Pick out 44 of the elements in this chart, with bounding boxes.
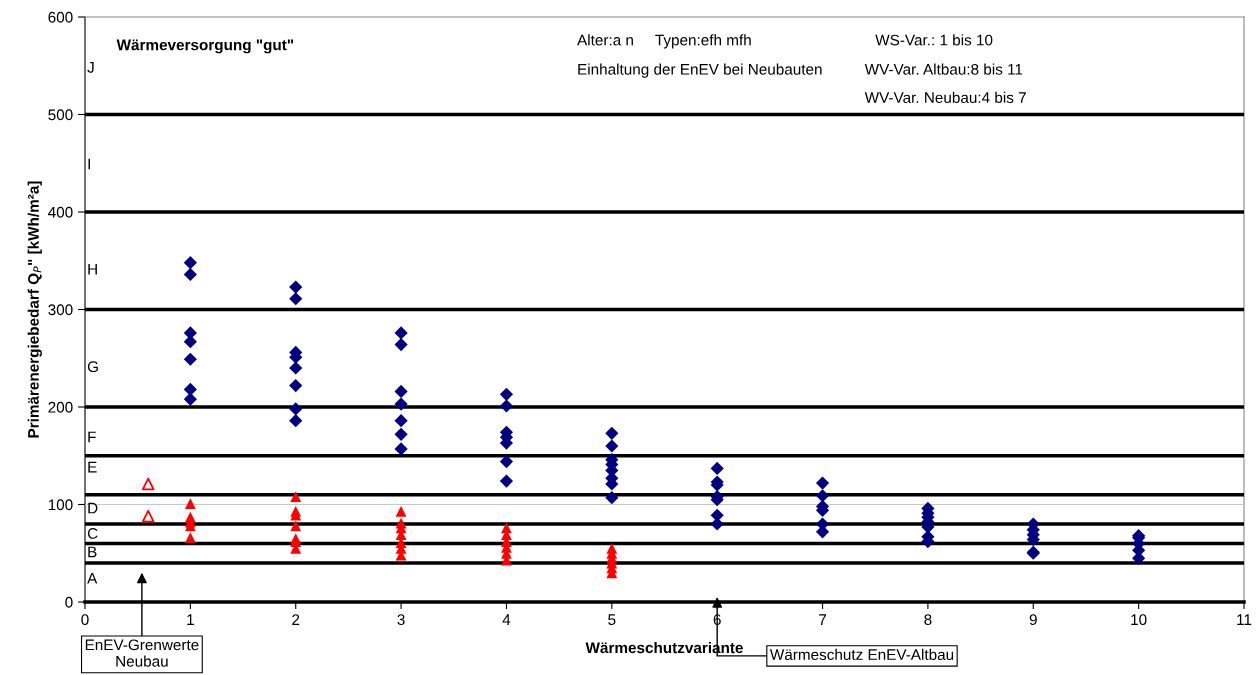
- x-tick-label: 7: [819, 614, 827, 625]
- text: EnEV-Grenwerte Neubau: [85, 639, 199, 667]
- annotation: A: [87, 573, 98, 584]
- point: [290, 520, 302, 532]
- x-tick-label: 4: [502, 614, 511, 625]
- point: [290, 491, 302, 503]
- annotation: H: [88, 263, 97, 275]
- y-tick-label: 300: [48, 304, 73, 316]
- y-tick-label: 0: [65, 596, 73, 608]
- x-tick-label: 3: [397, 614, 405, 626]
- y-tick-label: 600: [48, 11, 73, 23]
- x-tick-label: 0: [81, 614, 89, 626]
- y-tick-label: 100: [48, 499, 73, 511]
- point: [395, 505, 407, 517]
- point: [141, 509, 155, 523]
- annotation: G: [87, 361, 98, 373]
- y-axis-title: Primärenergiebedarf Q$_{P}$" [kWh/m²a]: [27, 181, 42, 438]
- annotation: WV-Var. Neubau:4 bis 7: [864, 91, 1026, 103]
- point: [184, 498, 196, 509]
- y-tick-label: 400: [48, 206, 73, 218]
- x-tick-label: 8: [924, 614, 932, 626]
- x-tick-label: 11: [1237, 614, 1252, 625]
- y-tick-label: 500: [48, 109, 73, 121]
- annotation: E: [88, 461, 97, 473]
- text: Wärmeschutz EnEV-Altbau: [769, 648, 954, 661]
- x-tick-label: 9: [1029, 614, 1037, 626]
- annotation: Einhaltung der EnEV bei Neubauten: [578, 63, 822, 78]
- point: [141, 477, 155, 491]
- annotation: B: [88, 546, 97, 558]
- annotation: D: [88, 502, 98, 514]
- annotation: WV-Var. Altbau:8 bis 11: [864, 63, 1023, 75]
- annotation: WS-Var.: 1 bis 10: [875, 34, 993, 46]
- x-tick-label: 2: [292, 614, 300, 625]
- x-tick-label: 10: [1131, 614, 1147, 626]
- annotation: I: [88, 158, 90, 170]
- annotation: J: [87, 62, 94, 73]
- text: Wärmeversorgung "gut": [116, 39, 294, 54]
- annotation: Alter:a n Typen:efh mfh: [577, 34, 751, 49]
- x-tick-label: 5: [608, 614, 616, 626]
- x-tick-label: 1: [187, 614, 194, 625]
- y-tick-label: 200: [48, 401, 73, 413]
- point: [184, 532, 196, 544]
- annotation: F: [88, 431, 96, 443]
- annotation: C: [87, 528, 98, 539]
